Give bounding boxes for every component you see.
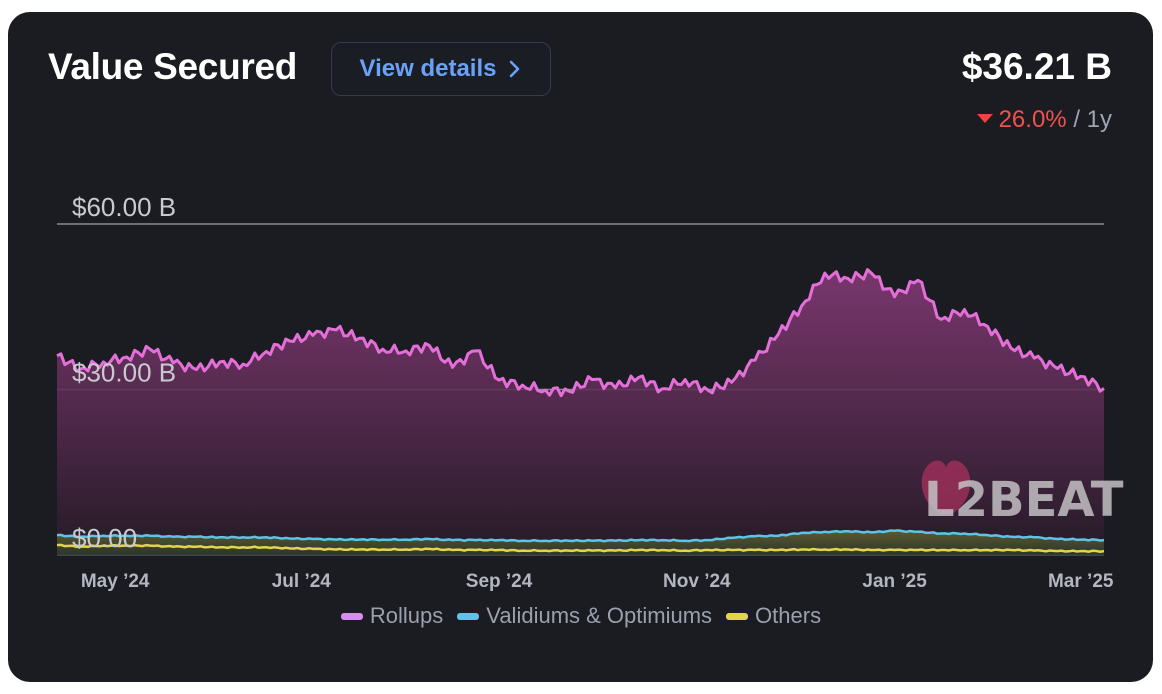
legend-swatch-validiums	[457, 612, 480, 620]
y-tick-label: $60.00 B	[72, 192, 176, 222]
x-tick-label: Nov ’24	[663, 571, 731, 592]
view-details-label: View details	[359, 55, 497, 82]
legend-label-validiums: Validiums & Optimiums	[486, 603, 713, 628]
rollups-area	[57, 269, 1104, 542]
change-percentage: 26.0%	[998, 106, 1067, 133]
l2beat-watermark: L2BEAT	[921, 460, 1124, 528]
legend-item-others[interactable]: Others	[726, 603, 821, 629]
x-tick-label: Mar ’25	[1048, 571, 1114, 592]
chevron-right-icon	[510, 60, 520, 78]
heart-icon	[921, 460, 971, 514]
legend-swatch-rollups	[340, 612, 363, 620]
rollups-line	[56, 268, 1105, 398]
y-tick-label: $30.00 B	[72, 358, 176, 388]
legend-label-others: Others	[755, 603, 822, 628]
legend-label-rollups: Rollups	[369, 603, 444, 628]
x-tick-label: Jan ’25	[862, 571, 927, 592]
down-triangle-icon	[976, 114, 993, 124]
x-tick-label: Jul ’24	[272, 571, 332, 592]
change-period: / 1y	[1073, 106, 1112, 133]
validiums-line	[56, 529, 1105, 543]
total-value: $36.21 B	[961, 46, 1112, 87]
view-details-button[interactable]: View details	[331, 42, 551, 96]
x-tick-label: Sep ’24	[466, 571, 533, 592]
legend-item-validiums[interactable]: Validiums & Optimiums	[457, 603, 712, 629]
others-line	[56, 543, 1105, 553]
y-tick-label: $0.00	[72, 523, 137, 553]
legend-swatch-others	[726, 612, 749, 620]
x-tick-label: May ’24	[81, 571, 150, 592]
watermark-text: L2BEAT	[924, 472, 1124, 528]
legend-item-rollups[interactable]: Rollups	[340, 603, 444, 629]
chart-legend: Rollups Validiums & Optimiums Others	[0, 603, 1162, 629]
value-change: 26.0% / 1y	[976, 106, 1112, 134]
card-title: Value Secured	[48, 46, 298, 87]
